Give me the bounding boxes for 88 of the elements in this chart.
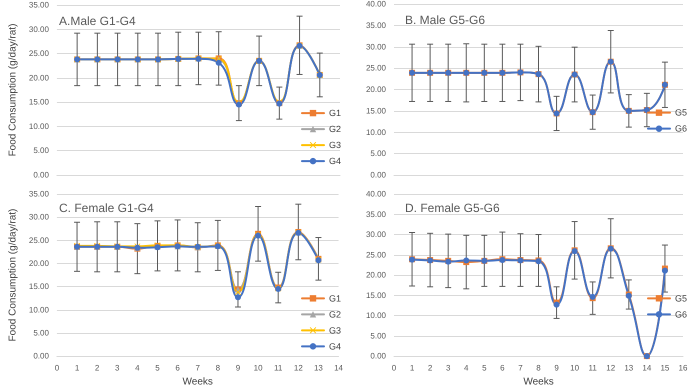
x-tick-label: 6 — [500, 364, 506, 373]
y-tick-label: 25.00 — [28, 236, 50, 245]
y-tick-label: 35.00 — [366, 20, 387, 30]
x-tick-label: 11 — [588, 364, 598, 373]
y-tick-label: 10.00 — [366, 311, 387, 320]
legend-label: G2 — [328, 124, 342, 134]
x-tick-label: 1 — [410, 364, 415, 373]
x-tick-label: 5 — [155, 364, 160, 373]
x-tick-label: 10 — [254, 364, 264, 373]
y-tick-label: 15.00 — [366, 106, 387, 116]
y-tick-label: 20.00 — [28, 258, 50, 268]
legend-label: G6 — [674, 309, 688, 320]
x-tick-label: 12 — [606, 364, 616, 373]
y-tick-label: 40.00 — [366, 0, 387, 8]
x-tick-label: 1 — [74, 364, 80, 373]
x-tick-label: 6 — [175, 364, 180, 373]
x-tick-label: 3 — [115, 364, 120, 373]
y-tick-label: 40.00 — [366, 190, 387, 198]
legend-label: G6 — [674, 124, 688, 134]
y-tick-label: 25.00 — [28, 49, 50, 58]
text: D. Female G5-G6 — [405, 201, 500, 215]
y-axis-title: Food Consumption (g/day/rat) — [8, 208, 18, 342]
x-tick-label: 4 — [135, 364, 140, 373]
y-tick-label: 5.00 — [33, 146, 50, 156]
legend-label: G5 — [674, 293, 688, 304]
y-tick-label: 10.00 — [28, 122, 50, 131]
y-tick-label: 0.00 — [33, 352, 50, 361]
y-tick-label: 10.00 — [28, 305, 50, 314]
x-tick-label: 10 — [570, 364, 580, 373]
y-tick-label: 20.00 — [366, 85, 387, 94]
y-tick-label: 30.00 — [28, 24, 50, 34]
x-tick-label: 14 — [334, 364, 344, 373]
x-tick-label: 8 — [216, 364, 221, 373]
x-tick-label: 0 — [54, 364, 60, 373]
y-tick-label: 30.00 — [366, 230, 387, 240]
x-tick-label: 9 — [236, 364, 241, 373]
y-tick-label: 35.00 — [28, 190, 50, 198]
point — [234, 294, 241, 300]
y-tick-label: 0.00 — [370, 170, 387, 180]
x-tick-label: 16 — [678, 364, 688, 373]
legend-label: G4 — [328, 341, 342, 352]
x-tick-label: 7 — [196, 364, 201, 373]
x-tick-label: 5 — [482, 364, 488, 373]
x-tick-label: 13 — [314, 364, 324, 373]
x-tick-label: 15 — [660, 364, 670, 373]
y-tick-label: 5.00 — [370, 149, 387, 158]
legend-label: G4 — [328, 156, 342, 166]
y-tick-label: 20.00 — [366, 270, 387, 280]
x-axis-title: Weeks — [523, 376, 554, 388]
y-tick-label: 10.00 — [366, 128, 387, 137]
y-tick-label: 15.00 — [28, 98, 50, 107]
text: A.Male G1-G4 — [59, 14, 136, 28]
x-tick-label: 7 — [518, 364, 524, 373]
legend-label: G1 — [328, 293, 342, 304]
y-axis-title: Food Consumption (g/day/rat) — [8, 24, 18, 156]
y-tick-label: 0.00 — [370, 352, 387, 361]
y-tick-label: 15.00 — [28, 282, 50, 292]
x-tick-label: 2 — [94, 364, 100, 373]
legend-label: G5 — [674, 108, 688, 118]
x-tick-label: 2 — [428, 364, 433, 373]
y-tick-label: 15.00 — [366, 290, 387, 300]
y-tick-label: 5.00 — [370, 331, 387, 340]
y-tick-label: 25.00 — [366, 64, 387, 73]
y-tick-label: 35.00 — [28, 0, 50, 10]
y-tick-label: 25.00 — [366, 250, 387, 260]
y-tick-label: 30.00 — [366, 42, 387, 52]
text: B. Male G5-G6 — [405, 13, 486, 27]
x-tick-label: 12 — [294, 364, 304, 373]
text: C. Female G1-G4 — [59, 201, 154, 215]
y-tick-label: 0.00 — [33, 170, 50, 180]
x-tick-label: 0 — [392, 364, 397, 373]
x-axis-title: Weeks — [182, 376, 213, 388]
y-tick-label: 5.00 — [33, 328, 50, 338]
y-tick-label: 35.00 — [366, 210, 387, 219]
legend-label: G2 — [328, 309, 342, 320]
legend-label: G3 — [328, 325, 342, 336]
legend-label: G3 — [328, 140, 342, 150]
x-tick-label: 9 — [554, 364, 560, 373]
legend-label: G1 — [328, 108, 342, 118]
point — [216, 60, 222, 66]
x-tick-label: 11 — [274, 364, 283, 373]
y-tick-label: 20.00 — [28, 73, 50, 82]
x-tick-label: 8 — [536, 364, 542, 373]
x-tick-label: 13 — [624, 364, 634, 373]
y-tick-label: 30.00 — [28, 212, 50, 222]
x-tick-label: 3 — [446, 364, 451, 373]
x-tick-label: 4 — [464, 364, 470, 373]
x-tick-label: 14 — [642, 364, 652, 373]
